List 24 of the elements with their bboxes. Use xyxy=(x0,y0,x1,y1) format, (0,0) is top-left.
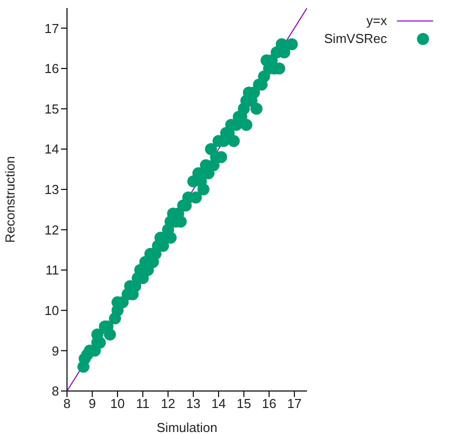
y-tick-label: 12 xyxy=(44,222,59,238)
y-tick-label: 10 xyxy=(44,302,59,318)
x-tick-label: 11 xyxy=(136,396,150,412)
y-tick-label: 11 xyxy=(46,262,59,278)
y-tick-label: 8 xyxy=(52,384,59,399)
x-tick-label: 14 xyxy=(211,396,226,412)
x-tick-label: 17 xyxy=(287,396,302,412)
legend-label: y=x xyxy=(366,12,387,30)
x-tick-label: 13 xyxy=(186,396,201,412)
x-tick-label: 8 xyxy=(63,396,71,412)
x-axis-title: Simulation xyxy=(156,420,218,434)
x-tick-label: 15 xyxy=(236,396,252,412)
legend-label: SimVSRec xyxy=(324,30,387,48)
x-tick-label: 16 xyxy=(262,396,276,412)
y-axis-title: Reconstruction xyxy=(2,156,18,243)
x-tick-label: 10 xyxy=(110,396,125,412)
y-tick-label: 15 xyxy=(44,101,59,116)
y-tick-label: 13 xyxy=(44,182,59,198)
y-tick-label: 14 xyxy=(44,142,59,157)
y-tick-label: 17 xyxy=(44,20,59,36)
x-tick-label: 12 xyxy=(160,396,176,412)
x-tick-label: 9 xyxy=(88,396,96,412)
y-tick-label: 16 xyxy=(44,61,59,76)
y-tick-label: 9 xyxy=(52,343,59,358)
